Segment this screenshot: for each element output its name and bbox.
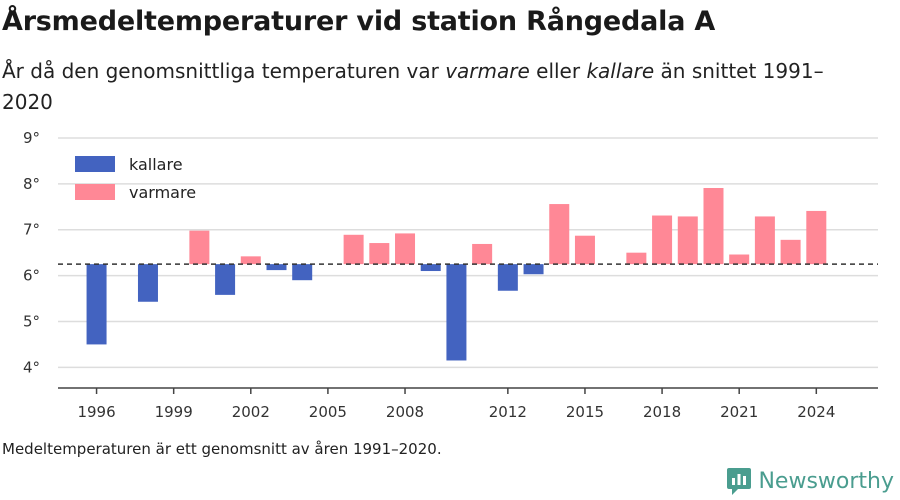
bar-2018 bbox=[652, 215, 673, 265]
x-tick-label: 2012 bbox=[489, 403, 527, 421]
subtitle-part-1: År då den genomsnittliga temperaturen va… bbox=[2, 59, 446, 83]
bar-2001 bbox=[215, 264, 236, 295]
bar-2012 bbox=[497, 264, 518, 291]
bar-2014 bbox=[549, 204, 570, 265]
bar-2008 bbox=[395, 233, 416, 265]
axes: 4° 5° 6° 7° 8° 9° 1996 1999 2002 2005 2008 2012 2015… bbox=[23, 129, 878, 421]
x-tick-label: 1999 bbox=[155, 403, 193, 421]
x-tick-label: 1996 bbox=[77, 403, 115, 421]
bar-2019 bbox=[677, 216, 698, 265]
bar-2023 bbox=[780, 239, 801, 265]
y-tick-label: 7° bbox=[23, 221, 40, 239]
bar-2004 bbox=[292, 264, 313, 281]
bar-1998 bbox=[137, 264, 158, 302]
bar-1996 bbox=[86, 264, 107, 345]
y-tick-label: 5° bbox=[23, 312, 40, 330]
subtitle-part-3: än snittet 1991–2020 bbox=[2, 59, 824, 114]
y-tick-label: 8° bbox=[23, 175, 40, 193]
bar-2024 bbox=[806, 210, 827, 265]
bar-2013 bbox=[523, 264, 544, 275]
x-tick-label: 2021 bbox=[720, 403, 758, 421]
bar-2000 bbox=[189, 230, 210, 265]
bar-2007 bbox=[369, 243, 390, 265]
newsworthy-logo-icon bbox=[727, 468, 752, 495]
chart-title: Årsmedeltemperaturer vid station Rångeda… bbox=[2, 6, 716, 37]
bar-2022 bbox=[754, 216, 775, 265]
brand-logo: Newsworthy bbox=[726, 466, 894, 496]
y-tick-label: 4° bbox=[23, 358, 40, 376]
gridlines bbox=[58, 137, 878, 369]
subtitle-warm-word: varmare bbox=[445, 59, 530, 83]
bar-2003 bbox=[266, 264, 287, 271]
brand-name: Newsworthy bbox=[758, 468, 894, 494]
x-tick-label: 2018 bbox=[643, 403, 681, 421]
subtitle-cold-word: kallare bbox=[586, 59, 655, 83]
bar-2017 bbox=[626, 252, 647, 265]
x-tick-label: 2005 bbox=[309, 403, 347, 421]
y-tick-label: 6° bbox=[23, 267, 40, 285]
legend-swatch-colder bbox=[75, 156, 115, 172]
bar-2011 bbox=[472, 243, 493, 265]
legend: kallare varmare bbox=[75, 155, 196, 202]
temperature-bar-chart: 4° 5° 6° 7° 8° 9° 1996 1999 2002 2005 2008 2012 2015… bbox=[23, 129, 878, 421]
y-tick-label: 9° bbox=[23, 129, 40, 147]
legend-label-colder: kallare bbox=[129, 155, 183, 174]
x-tick-label: 2002 bbox=[232, 403, 270, 421]
subtitle-part-2: eller bbox=[529, 59, 587, 83]
bar-2006 bbox=[343, 234, 364, 265]
x-tick-label: 2024 bbox=[797, 403, 835, 421]
bar-2015 bbox=[574, 235, 595, 265]
chart-subtitle: År då den genomsnittliga temperaturen va… bbox=[2, 56, 862, 118]
bar-series bbox=[86, 188, 827, 361]
legend-swatch-warmer bbox=[75, 184, 115, 200]
bar-2020 bbox=[703, 188, 724, 265]
legend-label-warmer: varmare bbox=[129, 183, 196, 202]
bar-2009 bbox=[420, 264, 441, 272]
bar-2010 bbox=[446, 264, 467, 361]
x-tick-label: 2008 bbox=[386, 403, 424, 421]
bar-2021 bbox=[729, 254, 750, 265]
footnote: Medeltemperaturen är ett genomsnitt av å… bbox=[2, 440, 442, 458]
bar-2002 bbox=[240, 256, 261, 265]
x-tick-label: 2015 bbox=[566, 403, 604, 421]
